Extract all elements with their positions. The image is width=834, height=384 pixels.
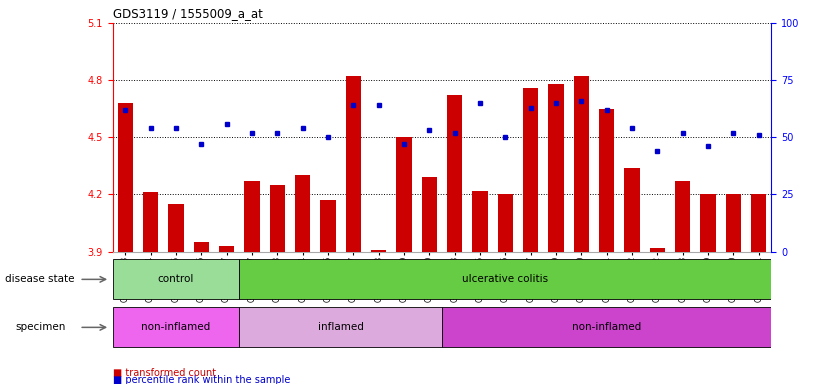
Bar bbox=[549, 84, 564, 252]
Bar bbox=[244, 181, 259, 252]
Bar bbox=[371, 250, 386, 252]
Text: ■ transformed count: ■ transformed count bbox=[113, 368, 216, 378]
Bar bbox=[113, 308, 239, 347]
Text: GDS3119 / 1555009_a_at: GDS3119 / 1555009_a_at bbox=[113, 7, 263, 20]
Bar bbox=[422, 177, 437, 252]
Bar bbox=[472, 190, 488, 252]
Bar bbox=[295, 175, 310, 252]
Bar bbox=[320, 200, 335, 252]
Bar bbox=[523, 88, 538, 252]
Bar bbox=[396, 137, 412, 252]
Bar bbox=[676, 181, 691, 252]
Bar bbox=[574, 76, 589, 252]
Bar bbox=[219, 246, 234, 252]
Text: disease state: disease state bbox=[5, 274, 74, 285]
Text: control: control bbox=[158, 274, 194, 285]
Text: non-inflamed: non-inflamed bbox=[572, 322, 641, 333]
Bar bbox=[113, 260, 239, 299]
Bar bbox=[269, 185, 285, 252]
Bar bbox=[143, 192, 158, 252]
Bar bbox=[726, 194, 741, 252]
Bar bbox=[701, 194, 716, 252]
Bar bbox=[751, 194, 766, 252]
Bar bbox=[118, 103, 133, 252]
Text: specimen: specimen bbox=[16, 322, 66, 333]
Text: non-inflamed: non-inflamed bbox=[141, 322, 210, 333]
Bar bbox=[447, 95, 462, 252]
Bar bbox=[650, 248, 665, 252]
Bar bbox=[442, 308, 771, 347]
Bar bbox=[625, 168, 640, 252]
Bar bbox=[599, 109, 615, 252]
Bar bbox=[239, 260, 771, 299]
Text: ■ percentile rank within the sample: ■ percentile rank within the sample bbox=[113, 375, 290, 384]
Text: inflamed: inflamed bbox=[318, 322, 364, 333]
Bar bbox=[239, 308, 442, 347]
Bar bbox=[346, 76, 361, 252]
Text: ulcerative colitis: ulcerative colitis bbox=[462, 274, 549, 285]
Bar bbox=[193, 242, 208, 252]
Bar bbox=[498, 194, 513, 252]
Bar bbox=[168, 204, 183, 252]
